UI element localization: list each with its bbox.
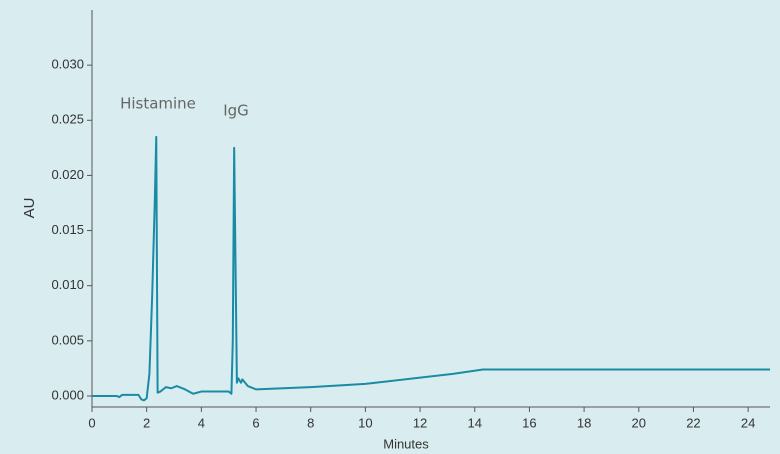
x-tick-label: 2 [143, 415, 150, 430]
y-axis-label: AU [21, 198, 38, 219]
y-tick-label: 0.030 [51, 57, 84, 72]
x-axis-label: Minutes [383, 436, 429, 451]
y-tick-label: 0.025 [51, 112, 84, 127]
x-tick-label: 4 [198, 415, 205, 430]
y-tick-label: 0.010 [51, 277, 84, 292]
y-tick-label: 0.015 [51, 222, 84, 237]
y-tick-label: 0.000 [51, 387, 84, 402]
y-tick-label: 0.005 [51, 332, 84, 347]
x-tick-label: 0 [88, 415, 95, 430]
x-tick-label: 12 [413, 415, 427, 430]
annotation: Histamine [120, 95, 196, 113]
x-tick-label: 6 [252, 415, 259, 430]
y-tick-label: 0.020 [51, 167, 84, 182]
x-tick-label: 10 [358, 415, 372, 430]
x-tick-label: 24 [741, 415, 755, 430]
line [92, 135, 770, 402]
x-tick-label: 16 [522, 415, 536, 430]
x-tick-label: 8 [307, 415, 314, 430]
x-tick-label: 18 [577, 415, 591, 430]
x-tick-label: 22 [686, 415, 700, 430]
annotation: IgG [223, 102, 249, 120]
x-tick-label: 14 [468, 415, 482, 430]
x-tick-label: 20 [632, 415, 646, 430]
